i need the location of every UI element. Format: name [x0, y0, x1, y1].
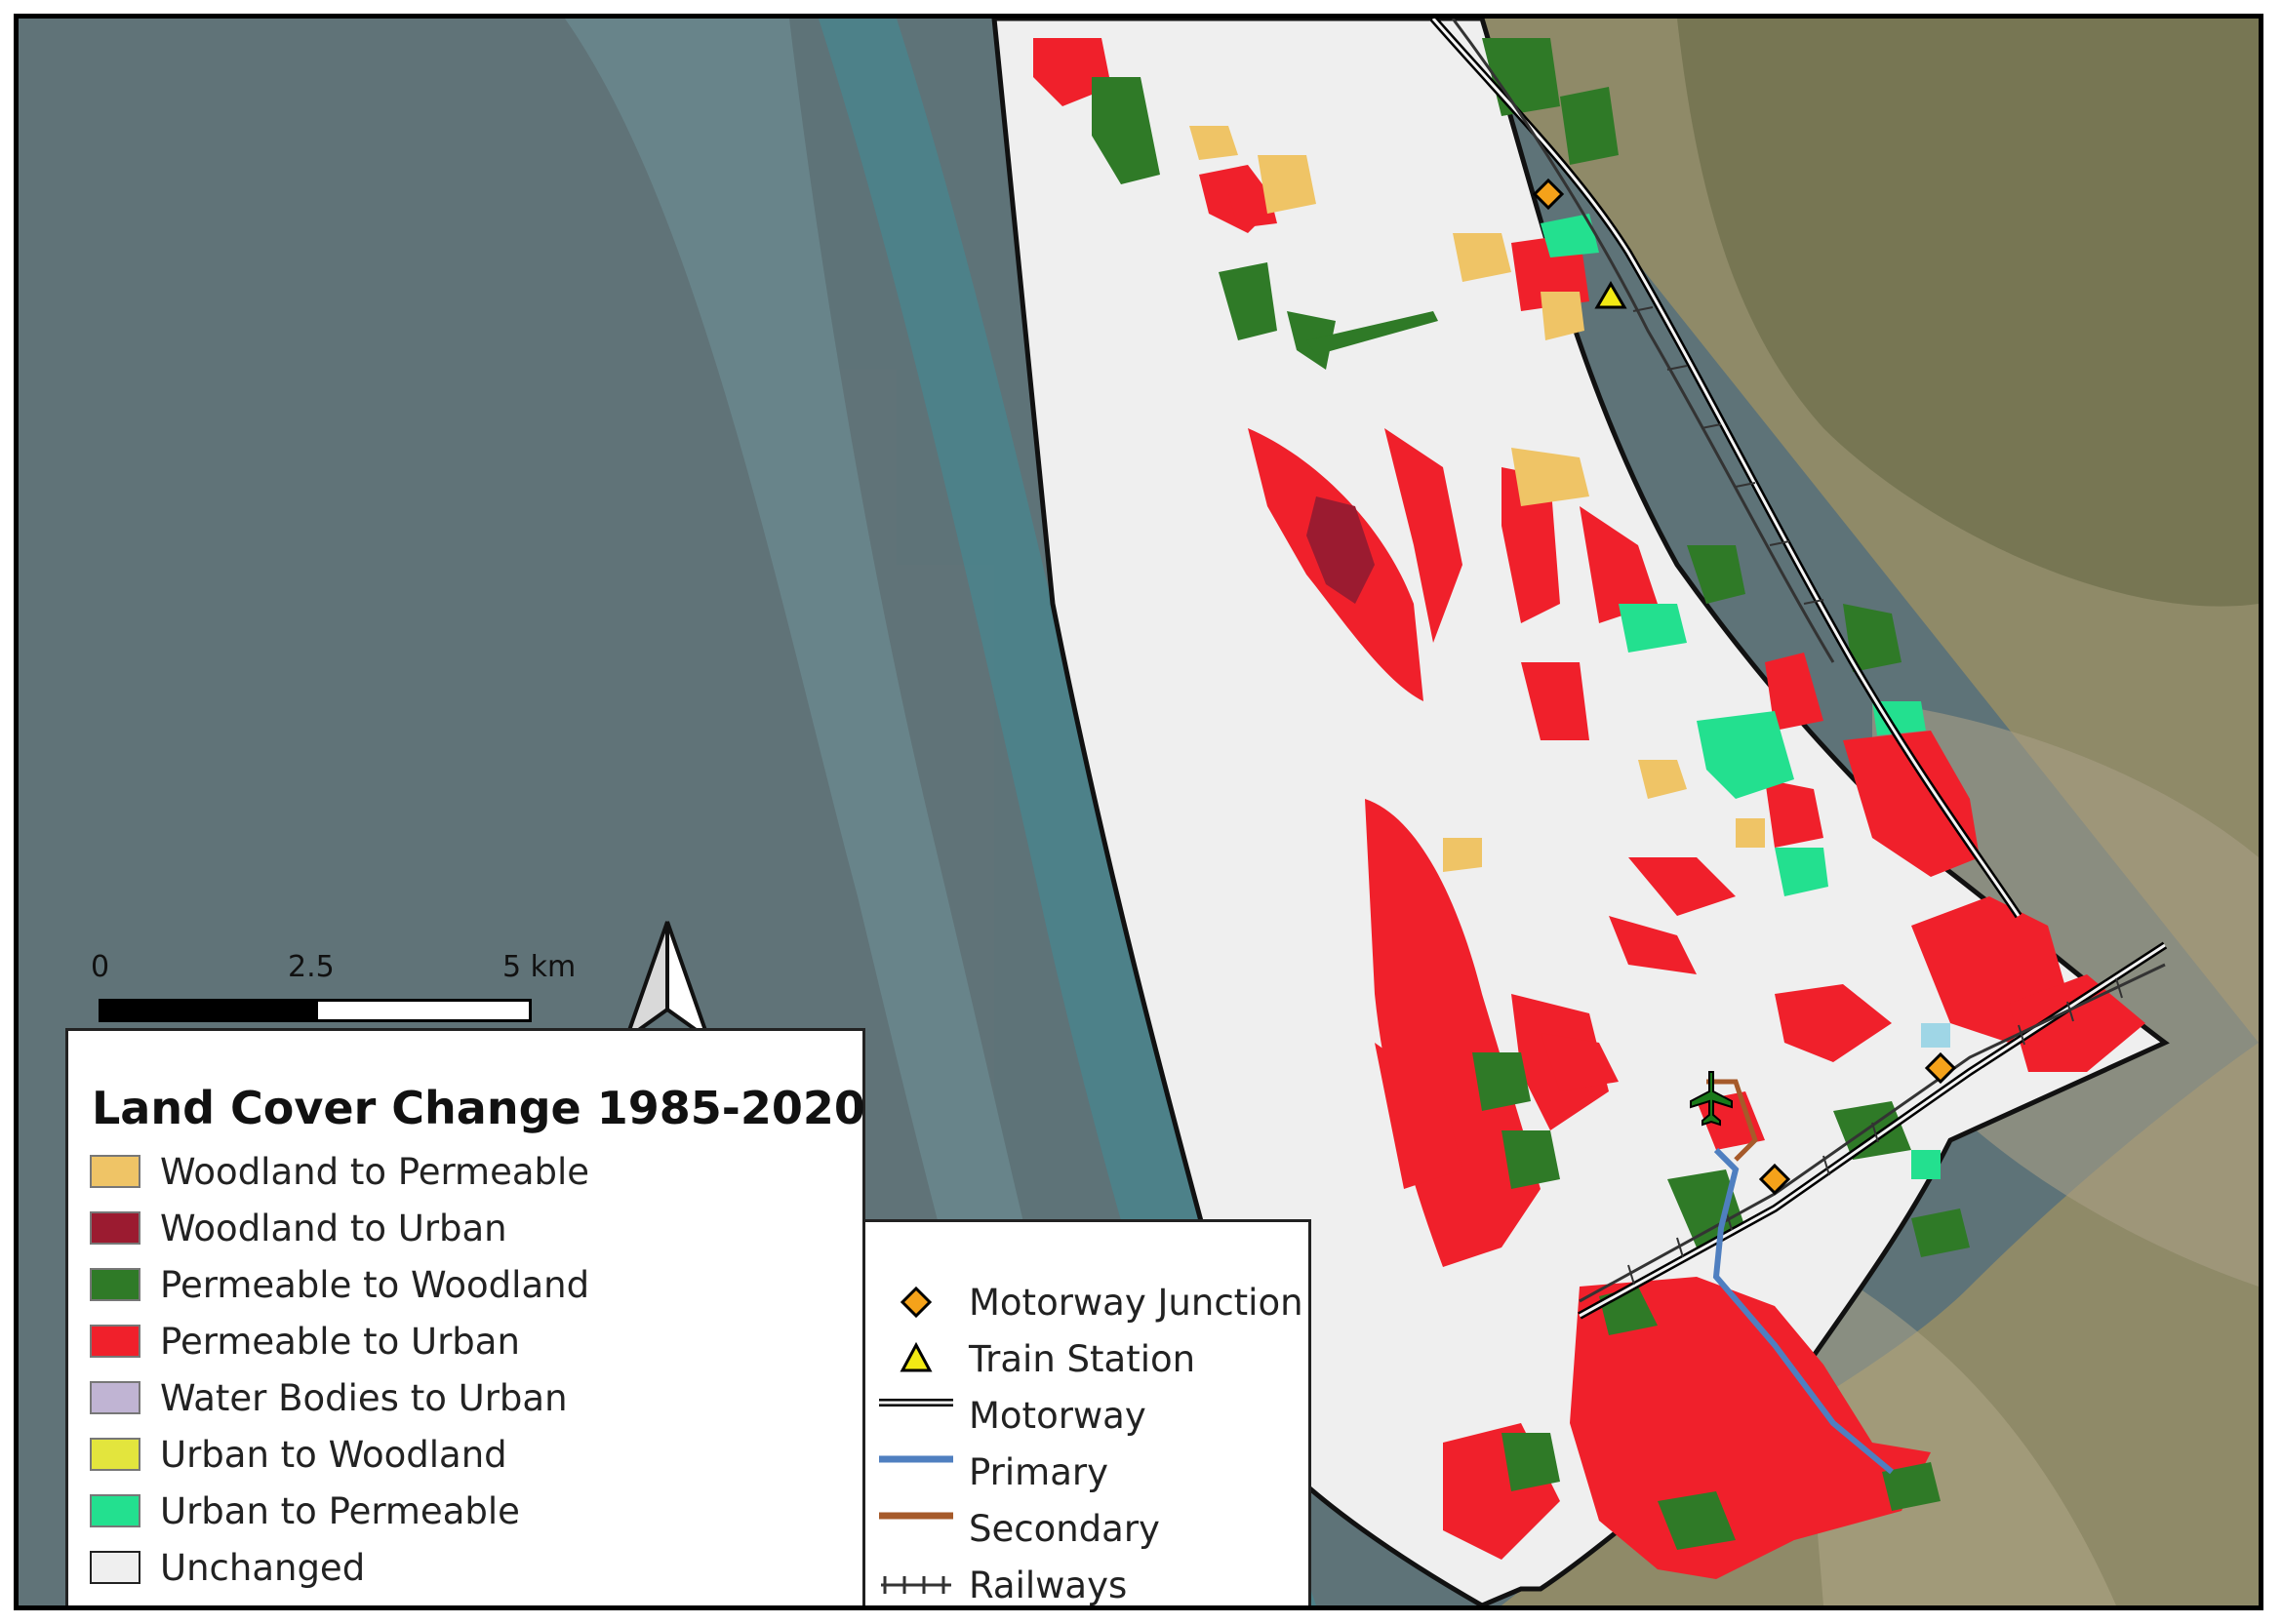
- motorway-junction-markers: [1532, 178, 1957, 1196]
- legend-swatch: [90, 1438, 140, 1471]
- legend-label: Permeable to Woodland: [160, 1263, 590, 1306]
- legend-item-unchanged: Unchanged: [90, 1542, 365, 1593]
- legend-swatch: [90, 1494, 140, 1527]
- legend-label: Woodland to Urban: [160, 1207, 507, 1249]
- shallow-water-band: [565, 19, 1121, 1605]
- triangle-icon: [900, 1341, 933, 1372]
- railway-line: [1451, 19, 2166, 1303]
- infrastructure-legend: Motorway Junction Train Station Motorway…: [862, 1219, 1311, 1606]
- legend-label: Train Station: [969, 1337, 1196, 1380]
- legend-label: Unchanged: [160, 1546, 366, 1589]
- motorway-junction-3: [1758, 1163, 1791, 1196]
- legend-label: Urban to Permeable: [160, 1489, 520, 1532]
- secondary-line-icon: [879, 1512, 953, 1520]
- airport-icon: [1690, 1071, 1733, 1127]
- map-frame: 0 2.5 5 km Land Cover Change 1985-2020 W…: [14, 14, 2263, 1610]
- legend-item-secondary: Secondary: [877, 1503, 1160, 1554]
- legend-swatch: [90, 1551, 140, 1584]
- secondary-road: [1706, 1079, 1758, 1162]
- legend-item-motorway-junction: Motorway Junction: [877, 1277, 1303, 1327]
- train-station-marker: [1594, 281, 1627, 309]
- legend-label: Urban to Woodland: [160, 1433, 507, 1476]
- woodland-to-urban-patches: [1306, 496, 1375, 604]
- legend-item-railways: Railways: [877, 1560, 1128, 1606]
- legend-item-permeable-to-urban: Permeable to Urban: [90, 1316, 520, 1367]
- north-arrow-icon: [622, 921, 712, 1045]
- legend-swatch: [90, 1211, 140, 1245]
- legend-item-urban-to-woodland: Urban to Woodland: [90, 1429, 507, 1480]
- legend-item-train-station: Train Station: [877, 1333, 1195, 1384]
- scale-label-mid: 2.5: [288, 950, 335, 984]
- legend-label: Motorway: [969, 1394, 1146, 1437]
- scale-label-0: 0: [91, 950, 110, 984]
- diamond-icon: [900, 1286, 933, 1319]
- land-cover-legend: Land Cover Change 1985-2020 Woodland to …: [65, 1028, 865, 1605]
- legend-item-primary: Primary: [877, 1446, 1108, 1497]
- scale-track: [99, 999, 532, 1022]
- legend-swatch: [90, 1268, 140, 1301]
- legend-item-water-bodies-to-urban: Water Bodies to Urban: [90, 1372, 568, 1423]
- legend-item-permeable-to-woodland: Permeable to Woodland: [90, 1259, 589, 1310]
- scale-label-end: 5 km: [502, 950, 577, 984]
- railway-icon: [881, 1576, 951, 1594]
- legend-swatch: [90, 1325, 140, 1358]
- legend-label: Woodland to Permeable: [160, 1150, 590, 1193]
- coastal-shelf-band: [819, 19, 1316, 1605]
- legend-swatch: [90, 1381, 140, 1414]
- scale-black-segment: [101, 1002, 318, 1019]
- legend-label: Primary: [969, 1450, 1108, 1493]
- legend-swatch: [90, 1155, 140, 1188]
- legend-label: Permeable to Urban: [160, 1320, 520, 1363]
- permeable-to-woodland-patches: [1092, 38, 1970, 1550]
- water-body-patch: [1921, 1023, 1950, 1048]
- hills-terrain: [1677, 19, 2259, 607]
- legend-label: Railways: [969, 1564, 1128, 1606]
- legend-label: Secondary: [969, 1507, 1160, 1550]
- urban-to-permeable-patches: [1541, 214, 1941, 1179]
- legend-item-motorway: Motorway: [877, 1390, 1146, 1441]
- scale-bar: 0 2.5 5 km: [83, 950, 629, 1028]
- motorway-junction-2: [1924, 1051, 1957, 1085]
- legend-label: Water Bodies to Urban: [160, 1376, 568, 1419]
- legend-item-woodland-to-permeable: Woodland to Permeable: [90, 1146, 589, 1197]
- double-line-icon: [879, 1399, 953, 1406]
- railway-ticks: [1627, 306, 2123, 1286]
- primary-road: [1712, 1147, 1894, 1475]
- legend-title: Land Cover Change 1985-2020: [92, 1082, 865, 1134]
- motorway-line: [1429, 19, 2168, 1320]
- legend-item-urban-to-permeable: Urban to Permeable: [90, 1485, 520, 1536]
- primary-line-icon: [879, 1455, 953, 1463]
- legend-label: Motorway Junction: [969, 1281, 1303, 1324]
- motorway-junction-1: [1532, 178, 1565, 211]
- legend-item-woodland-to-urban: Woodland to Urban: [90, 1203, 507, 1253]
- woodland-to-permeable-patches: [1189, 126, 1765, 872]
